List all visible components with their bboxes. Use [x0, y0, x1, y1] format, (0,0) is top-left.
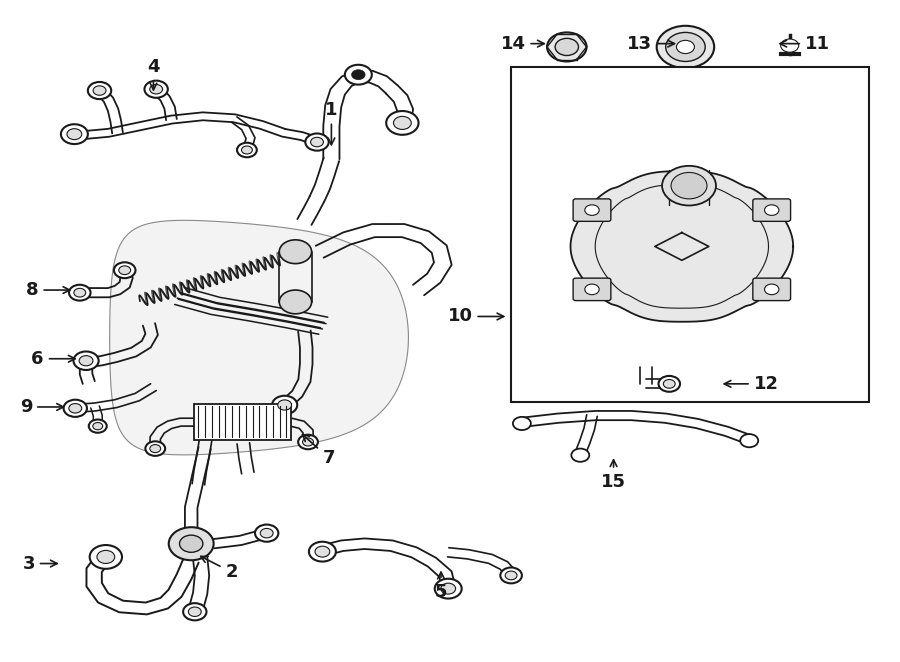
Circle shape: [97, 550, 114, 563]
Circle shape: [149, 445, 161, 453]
Circle shape: [69, 285, 91, 301]
Circle shape: [345, 65, 372, 85]
Circle shape: [435, 579, 462, 598]
Circle shape: [547, 32, 587, 62]
Text: 15: 15: [601, 460, 626, 491]
Circle shape: [741, 434, 758, 448]
FancyBboxPatch shape: [573, 278, 611, 301]
Circle shape: [183, 603, 206, 620]
Circle shape: [272, 396, 297, 414]
Circle shape: [500, 567, 522, 583]
Circle shape: [114, 262, 136, 278]
Circle shape: [74, 289, 86, 297]
Circle shape: [67, 128, 82, 140]
Bar: [194, 404, 291, 440]
Circle shape: [310, 137, 323, 147]
Circle shape: [666, 32, 706, 62]
Circle shape: [298, 435, 318, 449]
Circle shape: [780, 39, 798, 52]
Text: 3: 3: [22, 555, 58, 573]
Circle shape: [61, 124, 88, 144]
Circle shape: [69, 404, 82, 413]
Polygon shape: [110, 220, 409, 455]
Text: 7: 7: [302, 434, 335, 467]
Circle shape: [179, 535, 203, 552]
Text: 1: 1: [325, 101, 338, 145]
Text: 9: 9: [20, 398, 63, 416]
Circle shape: [279, 240, 311, 263]
Circle shape: [88, 82, 112, 99]
Circle shape: [237, 143, 256, 158]
FancyBboxPatch shape: [752, 199, 790, 221]
Circle shape: [74, 352, 99, 370]
Circle shape: [302, 438, 313, 446]
Circle shape: [309, 542, 336, 561]
Circle shape: [657, 26, 715, 68]
Circle shape: [241, 146, 252, 154]
Circle shape: [555, 38, 579, 56]
Circle shape: [513, 417, 531, 430]
Text: 11: 11: [780, 34, 830, 53]
Circle shape: [315, 546, 329, 557]
Circle shape: [663, 379, 675, 388]
Circle shape: [146, 442, 165, 456]
FancyBboxPatch shape: [511, 67, 868, 402]
Circle shape: [585, 205, 599, 215]
Circle shape: [572, 449, 590, 462]
Circle shape: [305, 134, 328, 151]
Text: 2: 2: [201, 556, 238, 581]
Circle shape: [764, 284, 778, 295]
Circle shape: [659, 376, 680, 392]
Circle shape: [386, 111, 418, 135]
Circle shape: [90, 545, 122, 569]
Circle shape: [279, 290, 311, 314]
Circle shape: [505, 571, 517, 580]
Circle shape: [93, 86, 106, 95]
Circle shape: [393, 117, 411, 130]
Circle shape: [352, 70, 365, 79]
Text: 4: 4: [148, 58, 159, 90]
Circle shape: [585, 284, 599, 295]
Text: 12: 12: [724, 375, 778, 393]
Circle shape: [278, 400, 292, 410]
Text: 14: 14: [500, 34, 544, 53]
Circle shape: [149, 85, 163, 94]
Circle shape: [89, 420, 107, 433]
FancyBboxPatch shape: [573, 199, 611, 221]
Circle shape: [188, 607, 202, 616]
Circle shape: [441, 583, 455, 594]
Circle shape: [145, 81, 167, 98]
Circle shape: [260, 528, 273, 538]
Polygon shape: [571, 171, 793, 322]
Text: 13: 13: [627, 34, 674, 53]
Circle shape: [168, 527, 213, 560]
Text: 10: 10: [447, 307, 504, 326]
Circle shape: [255, 524, 278, 542]
Circle shape: [677, 40, 695, 54]
Circle shape: [764, 205, 778, 215]
Circle shape: [79, 355, 93, 366]
Text: 5: 5: [435, 572, 447, 601]
Circle shape: [671, 173, 707, 199]
FancyBboxPatch shape: [752, 278, 790, 301]
Circle shape: [662, 166, 716, 205]
Circle shape: [64, 400, 87, 417]
Circle shape: [119, 266, 130, 275]
Circle shape: [93, 422, 103, 430]
Text: 8: 8: [26, 281, 69, 299]
Text: 6: 6: [32, 350, 75, 368]
